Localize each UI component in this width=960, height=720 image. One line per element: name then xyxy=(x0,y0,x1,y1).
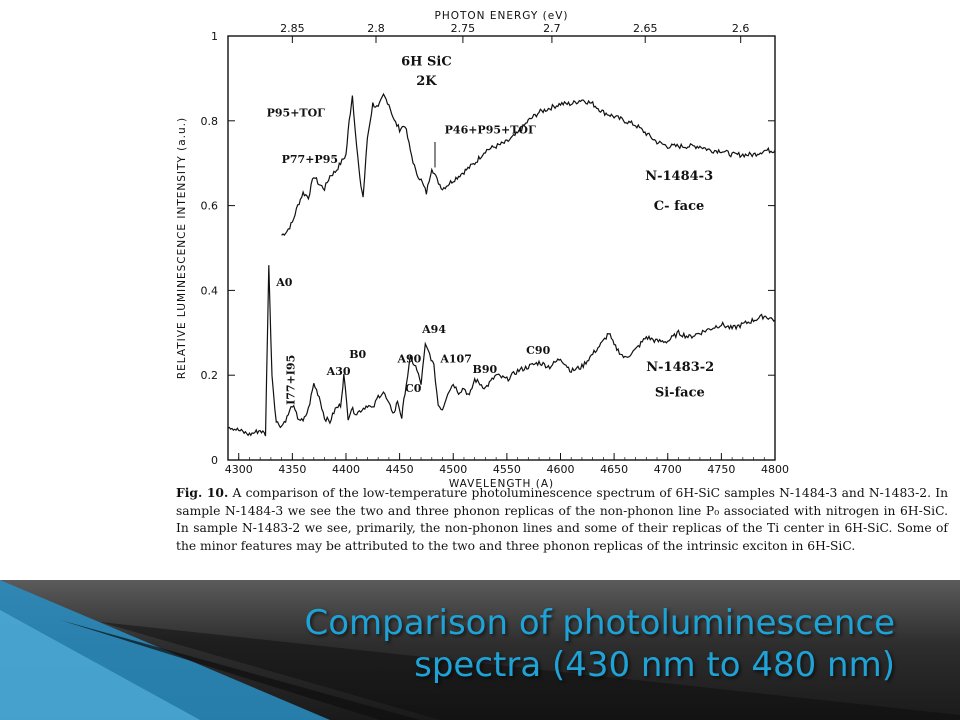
x-axis-title: WAVELENGTH (A) xyxy=(449,478,554,490)
series-line-1 xyxy=(281,92,776,236)
figure-caption: Fig. 10. A comparison of the low-tempera… xyxy=(176,484,948,555)
footer-decoration xyxy=(0,580,960,720)
annotation-c-face: C- face xyxy=(654,199,704,214)
x-tick-label: 4300 xyxy=(225,463,253,476)
x-tick-label: 4550 xyxy=(493,463,521,476)
x-tick-label: 4500 xyxy=(439,463,467,476)
x-tick-label: 4400 xyxy=(332,463,360,476)
annotation-p95-to: P95+TOΓ xyxy=(267,107,326,120)
annotation-n1483-2: N-1483-2 xyxy=(646,360,714,375)
annotation-si-face: Si-face xyxy=(655,385,705,400)
annotation-a94: A94 xyxy=(421,323,446,336)
x2-tick-label: 2.8 xyxy=(367,22,385,35)
annotation-b0: B0 xyxy=(349,348,366,361)
y-tick-label: 0.6 xyxy=(201,200,219,213)
x2-tick-label: 2.65 xyxy=(633,22,658,35)
annotation-b90: B90 xyxy=(473,363,498,376)
x2-tick-label: 2.6 xyxy=(732,22,750,35)
spectrum-chart: 4300 4350 4400 4450 4500 4550 4600 4650 4700 4750… xyxy=(176,10,789,490)
figure-area: 4300 4350 4400 4450 4500 4550 4600 4650 4700 4750… xyxy=(176,10,948,555)
shadow-stripe-shape xyxy=(100,622,960,720)
annotation-n1484-3: N-1484-3 xyxy=(645,169,713,184)
x-tick-label: 4600 xyxy=(546,463,574,476)
slide-title: Comparison of photoluminescence spectra … xyxy=(304,603,895,685)
y-tick-label: 0 xyxy=(211,454,218,467)
x2-tick-label: 2.75 xyxy=(451,22,476,35)
x-tick-label: 4800 xyxy=(761,463,789,476)
y-tick-label: 0.8 xyxy=(201,115,219,128)
x-tick-label: 4750 xyxy=(707,463,735,476)
y-tick-label: 0.4 xyxy=(201,284,219,297)
annotation-p77-p95: P77+P95 xyxy=(282,153,338,166)
annotation-a90: A90 xyxy=(396,352,421,365)
x2-axis-title: PHOTON ENERGY (eV) xyxy=(435,10,569,22)
annotation-a107: A107 xyxy=(439,352,472,365)
dark-stripe-shape xyxy=(60,620,420,720)
x2-tick-label: 2.7 xyxy=(543,22,561,35)
series-line-2 xyxy=(227,265,776,437)
caption-text: A comparison of the low-temperature phot… xyxy=(176,486,948,553)
x-tick-label: 4350 xyxy=(278,463,306,476)
annotation-temperature: 2K xyxy=(416,74,437,89)
annotation-c90: C90 xyxy=(526,344,550,357)
annotation-p46-p95-to: P46+P95+TOΓ xyxy=(445,124,536,137)
annotation-c0: C0 xyxy=(405,382,422,395)
y-tick-label: 1 xyxy=(211,30,218,43)
title-bar: Comparison of photoluminescence spectra … xyxy=(0,580,960,720)
annotation-a0: A0 xyxy=(275,276,293,289)
y-axis-title: RELATIVE LUMINESCENCE INTENSITY (a.u.) xyxy=(176,117,188,379)
x2-tick-label: 2.85 xyxy=(280,22,305,35)
annotation-i77-i95: I77+I95 xyxy=(284,355,297,405)
x-tick-label: 4700 xyxy=(654,463,682,476)
light-blue-wedge-shape xyxy=(0,610,200,720)
annotation-sample-title: 6H SiC xyxy=(401,55,452,70)
annotation-a30: A30 xyxy=(326,365,351,378)
y-tick-label: 0.2 xyxy=(201,369,219,382)
caption-label: Fig. 10. xyxy=(176,485,229,500)
x-tick-label: 4450 xyxy=(386,463,414,476)
x-tick-label: 4650 xyxy=(600,463,628,476)
plot-frame xyxy=(227,35,776,461)
